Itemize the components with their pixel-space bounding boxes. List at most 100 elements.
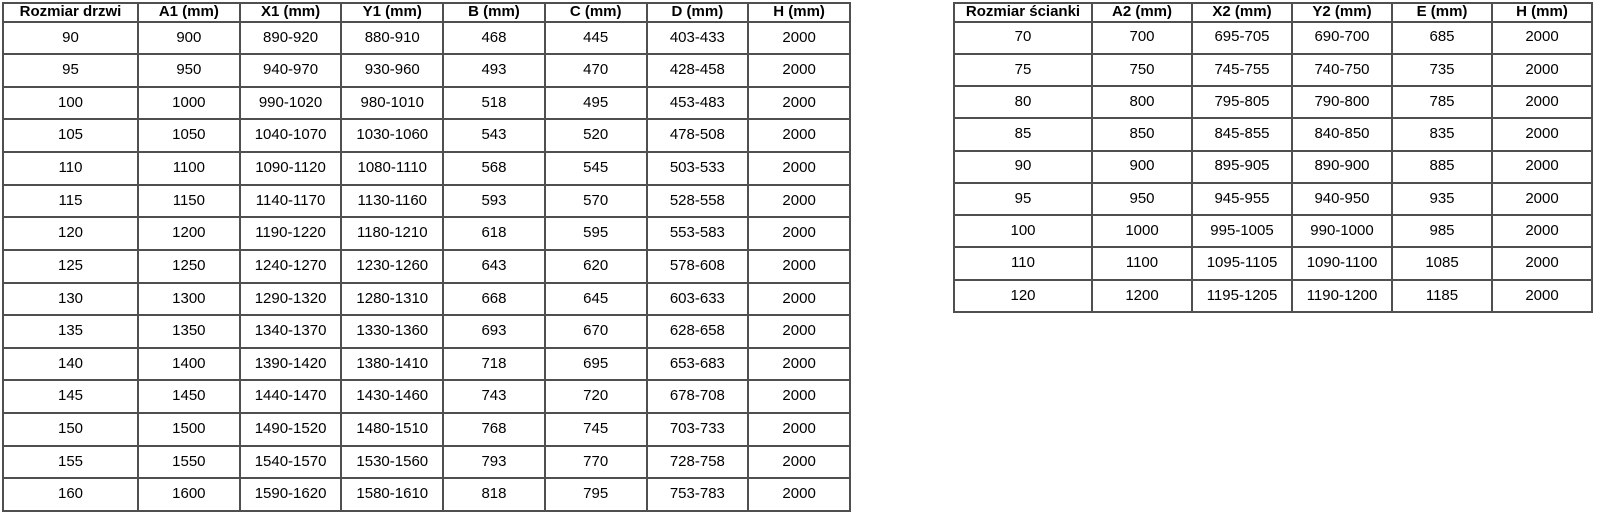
table-row: 110 1100 1090-1120 1080-1110 568 545 503-533 20…	[2, 151, 851, 186]
table-cell: 593	[442, 183, 546, 219]
table-cell: 105	[2, 118, 139, 153]
table-cell: 2000	[747, 248, 851, 284]
table-cell: 2000	[747, 314, 851, 349]
table-row: 115 1150 1140-1170 1130-1160 593 570 528-558 20…	[2, 183, 851, 219]
table-cell: 1100	[137, 151, 241, 186]
table-cell: 1095-1105	[1191, 246, 1293, 281]
table-row: 120 1200 1195-1205 1190-1200 1185 2000	[953, 278, 1593, 314]
column-header: B (mm)	[442, 2, 546, 23]
table-cell: 1180-1210	[340, 216, 445, 251]
table-cell: 790-800	[1291, 85, 1393, 120]
table-row: 110 1100 1095-1105 1090-1100 1085 2000	[953, 246, 1593, 281]
table-cell: 478-508	[645, 118, 750, 153]
table-cell: 95	[2, 53, 139, 88]
table-cell: 2000	[1491, 246, 1593, 281]
table-cell: 750	[1091, 52, 1193, 88]
table-cell: 528-558	[645, 183, 750, 219]
table-cell: 2000	[747, 477, 851, 512]
table-cell: 1190-1200	[1291, 278, 1393, 314]
table-cell: 990-1000	[1291, 214, 1393, 249]
table-cell: 1000	[1091, 214, 1193, 249]
table-cell: 720	[543, 379, 648, 414]
table-cell: 695	[543, 346, 648, 382]
table-cell: 990-1020	[238, 85, 343, 121]
table-row: 85 850 845-855 840-850 835 2000	[953, 117, 1593, 152]
table-cell: 2000	[1491, 214, 1593, 249]
table-cell: 930-960	[340, 53, 445, 88]
table-cell: 1250	[137, 248, 241, 284]
table-cell: 690-700	[1291, 20, 1393, 55]
table-cell: 643	[442, 248, 546, 284]
column-header: D (mm)	[645, 2, 750, 23]
table-cell: 735	[1391, 52, 1493, 88]
column-header: E (mm)	[1391, 2, 1493, 23]
table-cell: 503-533	[645, 151, 750, 186]
table-cell: 1085	[1391, 246, 1493, 281]
table-cell: 793	[442, 444, 546, 480]
table-cell: 1050	[137, 118, 241, 153]
table-cell: 495	[543, 85, 648, 121]
table-cell: 890-900	[1291, 149, 1393, 184]
column-header: A2 (mm)	[1091, 2, 1193, 23]
door-sizes-table-body: 90 900 890-920 880-910 468 445 403-433 2000 95 95…	[2, 20, 851, 512]
table-cell: 850	[1091, 117, 1193, 152]
door-sizes-table-header: Rozmiar drzwi A1 (mm) X1 (mm) Y1 (mm) B (mm)…	[2, 2, 851, 23]
table-cell: 900	[1091, 149, 1193, 184]
table-row: 120 1200 1190-1220 1180-1210 618 595 553-583 20…	[2, 216, 851, 251]
table-cell: 628-658	[645, 314, 750, 349]
table-cell: 845-855	[1191, 117, 1293, 152]
table-cell: 125	[2, 248, 139, 284]
header-row: Rozmiar drzwi A1 (mm) X1 (mm) Y1 (mm) B (mm)…	[2, 2, 851, 23]
table-row: 100 1000 995-1005 990-1000 985 2000	[953, 214, 1593, 249]
column-header: Rozmiar ścianki	[953, 2, 1093, 23]
table-cell: 840-850	[1291, 117, 1393, 152]
table-cell: 470	[543, 53, 648, 88]
table-cell: 1130-1160	[340, 183, 445, 219]
table-cell: 468	[442, 20, 546, 56]
table-cell: 945-955	[1191, 181, 1293, 217]
table-cell: 160	[2, 477, 139, 512]
table-cell: 1380-1410	[340, 346, 445, 382]
table-cell: 115	[2, 183, 139, 219]
table-row: 125 1250 1240-1270 1230-1260 643 620 578-608 20…	[2, 248, 851, 284]
table-cell: 2000	[1491, 20, 1593, 55]
table-cell: 2000	[1491, 117, 1593, 152]
table-cell: 445	[543, 20, 648, 56]
wall-panel-sizes-table-body: 70 700 695-705 690-700 685 2000 75 750 745-755 74…	[953, 20, 1593, 314]
table-cell: 90	[953, 149, 1093, 184]
table-cell: 1230-1260	[340, 248, 445, 284]
table-cell: 653-683	[645, 346, 750, 382]
table-cell: 740-750	[1291, 52, 1393, 88]
table-cell: 703-733	[645, 412, 750, 447]
table-cell: 120	[2, 216, 139, 251]
table-cell: 2000	[1491, 181, 1593, 217]
table-cell: 1490-1520	[238, 412, 343, 447]
table-row: 100 1000 990-1020 980-1010 518 495 453-483 2000	[2, 85, 851, 121]
table-cell: 145	[2, 379, 139, 414]
table-row: 105 1050 1040-1070 1030-1060 543 520 478-508 20…	[2, 118, 851, 153]
table-cell: 785	[1391, 85, 1493, 120]
table-cell: 100	[953, 214, 1093, 249]
table-row: 140 1400 1390-1420 1380-1410 718 695 653-683 20…	[2, 346, 851, 382]
table-cell: 1440-1470	[238, 379, 343, 414]
table-cell: 768	[442, 412, 546, 447]
table-cell: 935	[1391, 181, 1493, 217]
table-cell: 980-1010	[340, 85, 445, 121]
table-row: 90 900 895-905 890-900 885 2000	[953, 149, 1593, 184]
table-cell: 995-1005	[1191, 214, 1293, 249]
table-cell: 90	[2, 20, 139, 56]
column-header: H (mm)	[747, 2, 851, 23]
table-cell: 520	[543, 118, 648, 153]
table-cell: 985	[1391, 214, 1493, 249]
table-cell: 2000	[747, 85, 851, 121]
table-cell: 728-758	[645, 444, 750, 480]
table-cell: 745	[543, 412, 648, 447]
table-cell: 1030-1060	[340, 118, 445, 153]
table-cell: 1100	[1091, 246, 1193, 281]
table-cell: 140	[2, 346, 139, 382]
table-cell: 453-483	[645, 85, 750, 121]
table-cell: 1200	[1091, 278, 1193, 314]
table-cell: 678-708	[645, 379, 750, 414]
table-row: 145 1450 1440-1470 1430-1460 743 720 678-708 20…	[2, 379, 851, 414]
table-cell: 1000	[137, 85, 241, 121]
